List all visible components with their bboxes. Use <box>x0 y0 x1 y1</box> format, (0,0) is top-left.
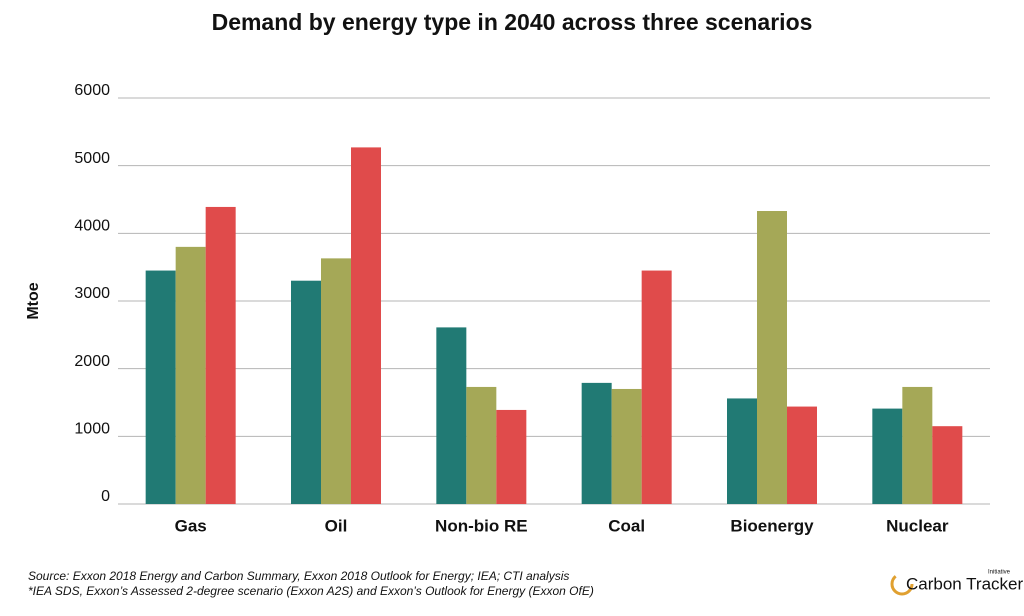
y-tick-label: 0 <box>101 488 110 505</box>
y-tick-label: 6000 <box>74 82 110 99</box>
x-tick-label: Non-bio RE <box>435 516 528 535</box>
bar <box>466 386 497 504</box>
y-tick-label: 5000 <box>74 150 110 167</box>
x-tick-label: Gas <box>175 516 207 535</box>
y-tick-label: 2000 <box>74 353 110 370</box>
bar <box>351 147 381 504</box>
bar <box>757 211 787 504</box>
logo-subtext: Initiative <box>988 570 1011 576</box>
footnote: *IEA SDS, Exxon’s Assessed 2-degree scen… <box>28 584 594 598</box>
y-tick-label: 1000 <box>74 421 110 438</box>
bar <box>641 270 672 504</box>
chart-title: Demand by energy type in 2040 across thr… <box>212 9 813 35</box>
x-tick-label: Coal <box>608 516 645 535</box>
bar <box>611 388 642 504</box>
bar <box>581 382 612 504</box>
bar <box>496 409 527 504</box>
bar <box>932 426 963 504</box>
y-tick-label: 3000 <box>74 285 110 302</box>
bar <box>902 386 933 504</box>
bar <box>205 206 236 504</box>
y-tick-label: 4000 <box>74 218 110 235</box>
logo-text: Carbon Tracker <box>906 574 1023 593</box>
bar <box>145 270 176 504</box>
bar <box>787 406 817 504</box>
x-tick-label: Oil <box>325 516 348 535</box>
bar <box>872 408 903 504</box>
logo-icon <box>890 572 914 596</box>
bar <box>175 246 206 504</box>
bar <box>291 280 321 504</box>
x-tick-label: Bioenergy <box>730 516 814 535</box>
x-tick-label: Nuclear <box>886 516 949 535</box>
source-note: Source: Exxon 2018 Energy and Carbon Sum… <box>28 569 569 583</box>
y-axis-label: Mtoe <box>25 282 42 319</box>
bar <box>321 258 351 504</box>
bar <box>727 398 757 504</box>
bar <box>436 327 467 504</box>
